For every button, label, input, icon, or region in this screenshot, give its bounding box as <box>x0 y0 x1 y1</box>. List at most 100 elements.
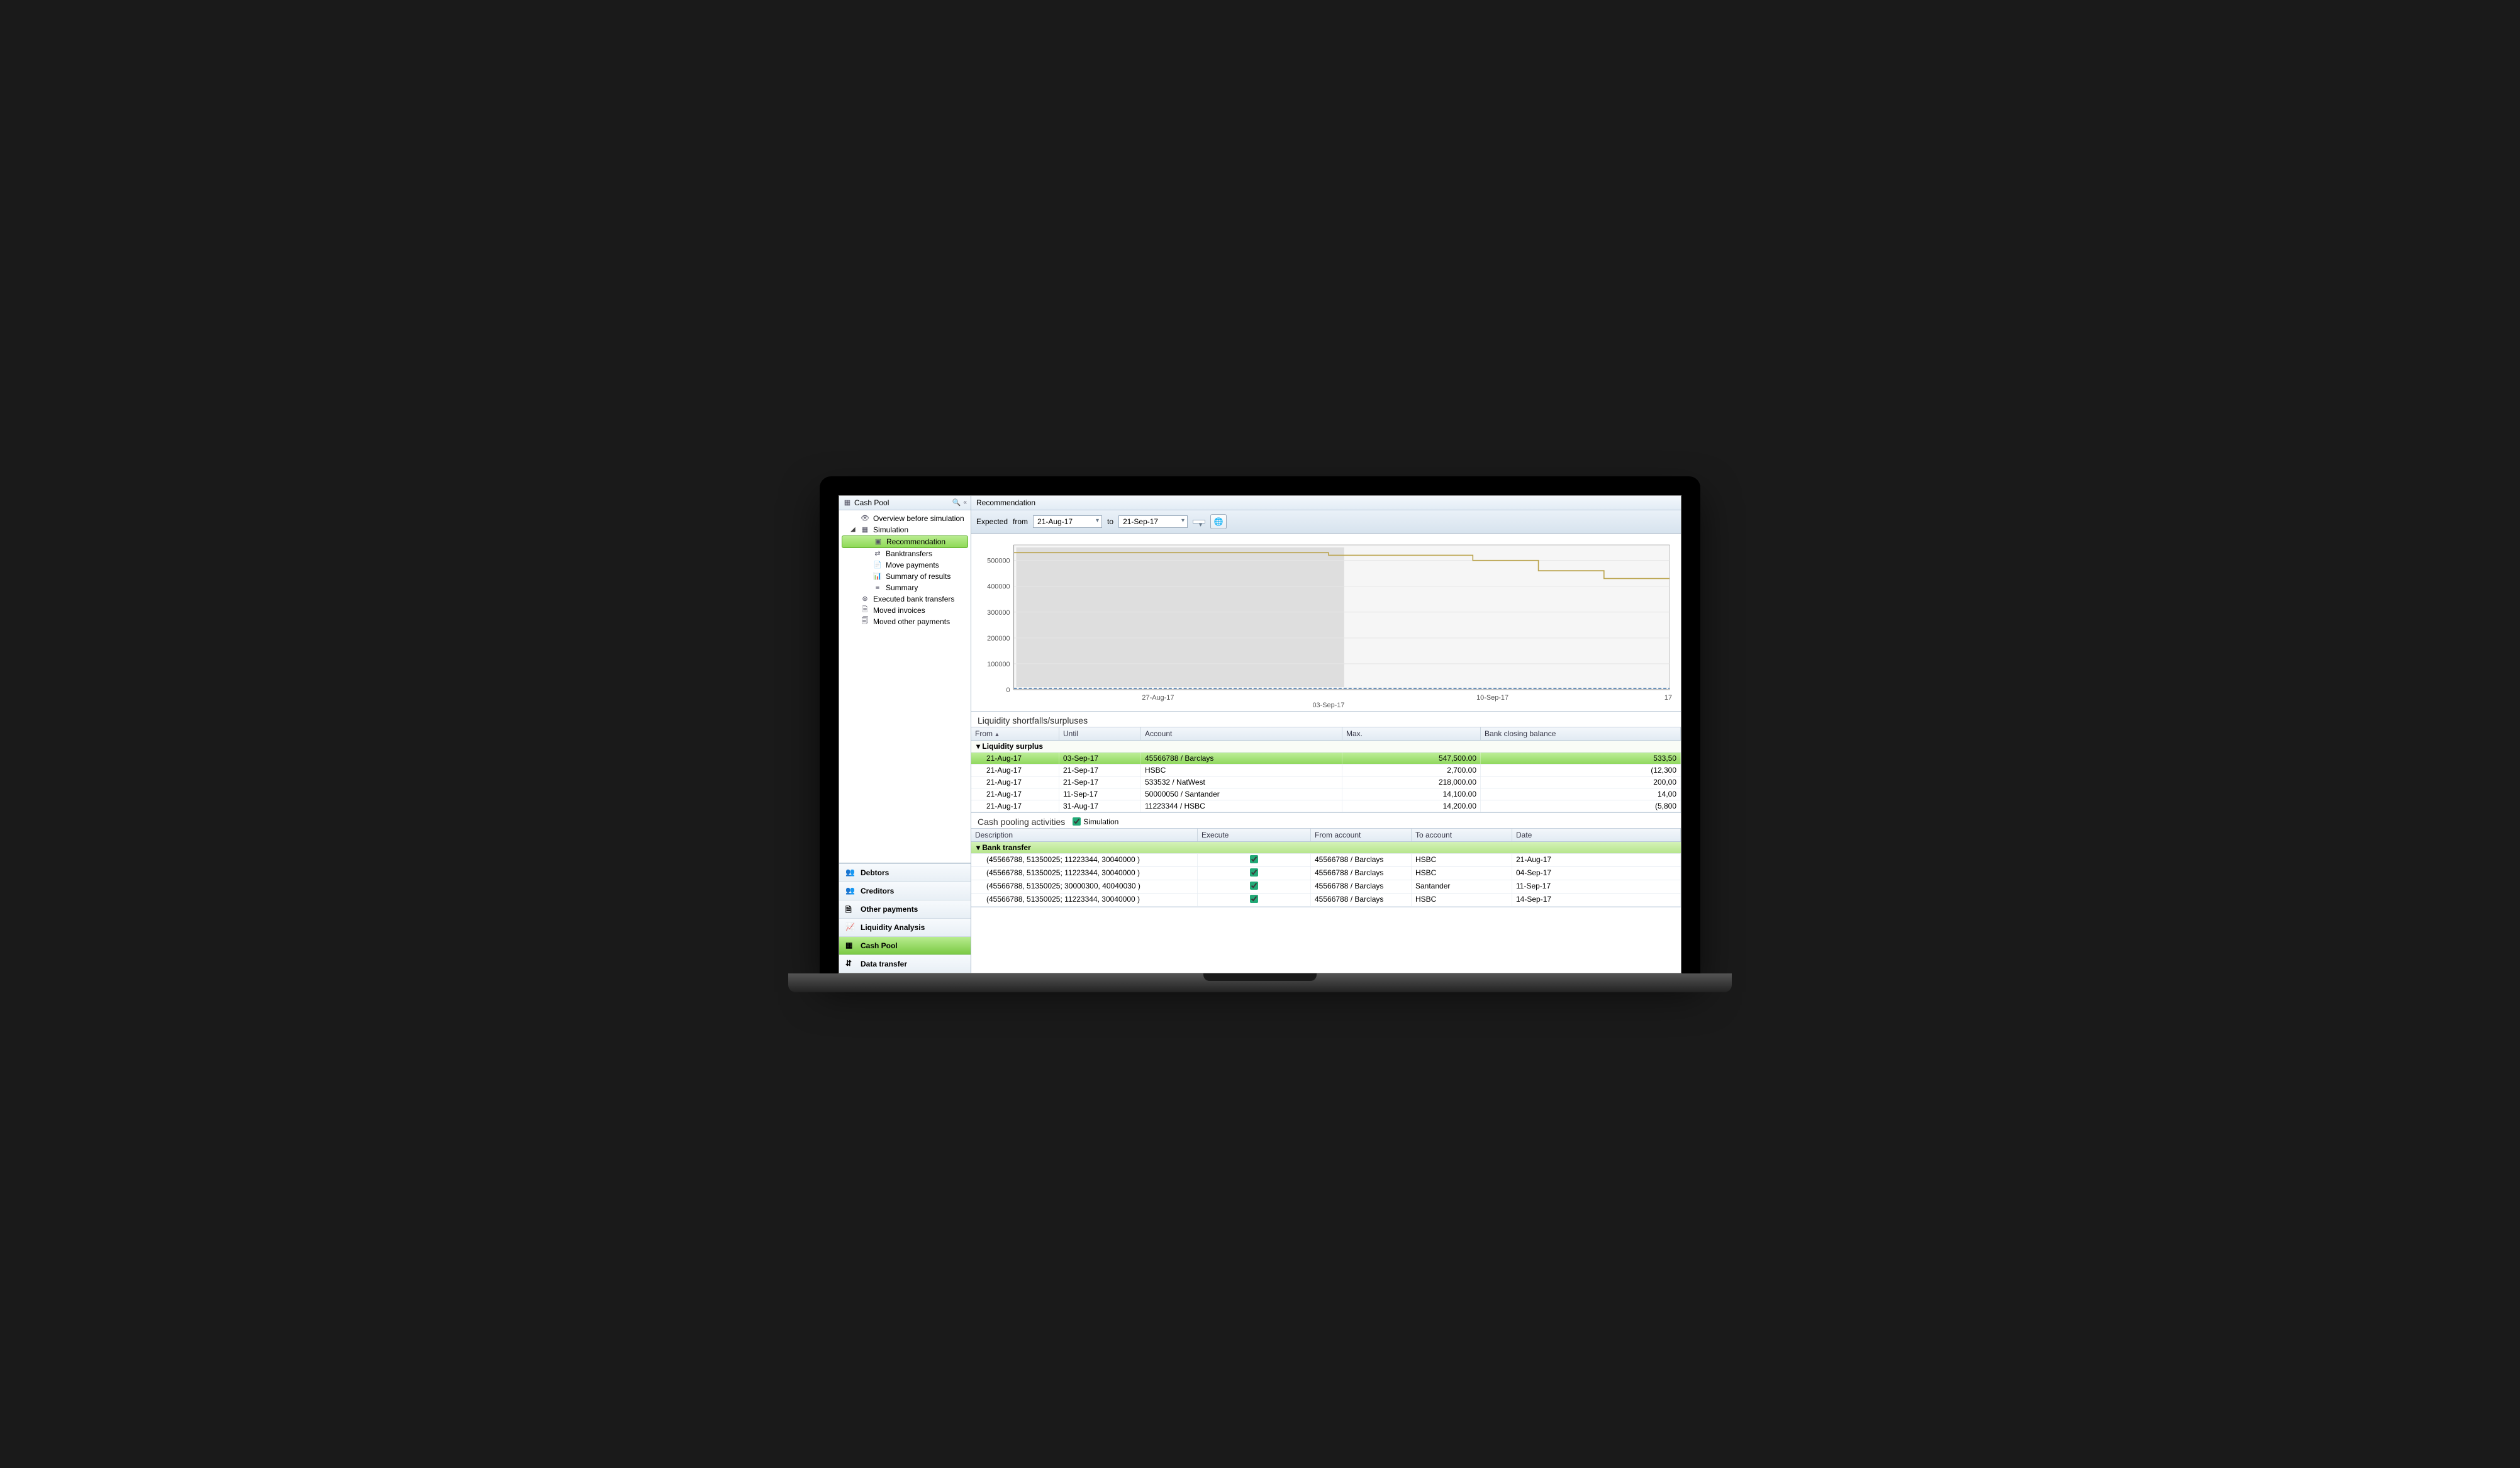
from-date-input[interactable]: 21-Aug-17 <box>1033 515 1102 528</box>
globe-refresh-button[interactable]: 🌐 <box>1210 514 1227 529</box>
cell-desc: (45566788, 51350025; 30000300, 40040030 … <box>971 880 1198 893</box>
tree-overview[interactable]: 👁 Overview before simulation <box>839 513 971 524</box>
col-facct[interactable]: From account <box>1311 829 1412 841</box>
to-date-input[interactable]: 21-Sep-17 <box>1118 515 1188 528</box>
cell-bcb: 200,00 <box>1481 776 1681 788</box>
tree-label: Move payments <box>886 561 939 569</box>
activity-row[interactable]: (45566788, 51350025; 30000300, 40040030 … <box>971 880 1681 894</box>
activity-row[interactable]: (45566788, 51350025; 11223344, 30040000 … <box>971 854 1681 867</box>
cell-exec[interactable] <box>1198 880 1311 893</box>
sidebar: ▦ Cash Pool 🔍 « 👁 Overview before simula… <box>839 496 971 973</box>
tree-label: Moved invoices <box>873 606 925 615</box>
liquidity-row[interactable]: 21-Aug-1703-Sep-1745566788 / Barclays547… <box>971 753 1681 765</box>
sim-icon: ▦ <box>861 525 869 534</box>
execute-checkbox[interactable] <box>1250 855 1258 863</box>
cell-exec[interactable] <box>1198 894 1311 906</box>
col-until[interactable]: Until <box>1059 727 1141 740</box>
liquidity-row[interactable]: 21-Aug-1731-Aug-1711223344 / HSBC14,200.… <box>971 800 1681 812</box>
cell-bcb: 14,00 <box>1481 788 1681 800</box>
nav-liquidity[interactable]: 📈 Liquidity Analysis <box>839 918 971 936</box>
tree-move-payments[interactable]: 📄 Move payments <box>839 559 971 571</box>
liquidity-row[interactable]: 21-Aug-1711-Sep-1750000050 / Santander14… <box>971 788 1681 800</box>
tree-summary[interactable]: ≡ Summary <box>839 582 971 593</box>
svg-text:0: 0 <box>1006 686 1010 693</box>
balance-chart: 010000020000030000040000050000027-Aug-17… <box>976 539 1676 709</box>
tree-label: Executed bank transfers <box>873 595 954 603</box>
svg-text:27-Aug-17: 27-Aug-17 <box>1142 693 1174 701</box>
simulation-toggle[interactable]: Simulation <box>1073 817 1118 826</box>
tree-label: Moved other payments <box>873 617 950 626</box>
col-desc[interactable]: Description <box>971 829 1198 841</box>
datatransfer-icon: ⇵ <box>845 959 856 969</box>
tree-banktransfers[interactable]: ⇄ Banktransfers <box>839 548 971 559</box>
liquidity-row[interactable]: 21-Aug-1721-Sep-17HSBC2,700.00(12,300 <box>971 765 1681 776</box>
cell-until: 21-Sep-17 <box>1059 765 1141 776</box>
tree-recommendation[interactable]: ▣ Recommendation <box>842 535 968 548</box>
activities-group-row[interactable]: ▾ Bank transfer <box>971 842 1681 854</box>
col-exec[interactable]: Execute <box>1198 829 1311 841</box>
simulation-checkbox[interactable] <box>1073 817 1081 826</box>
col-bcb[interactable]: Bank closing balance <box>1481 727 1681 740</box>
col-date[interactable]: Date <box>1512 829 1681 841</box>
collapse-icon[interactable]: « <box>963 499 967 506</box>
nav-debtors[interactable]: 👥Debtors <box>839 863 971 882</box>
chart-zone: 010000020000030000040000050000027-Aug-17… <box>971 534 1681 712</box>
tree-label: Banktransfers <box>886 549 932 558</box>
search-icon[interactable]: 🔍 <box>952 498 961 507</box>
cell-facct: 45566788 / Barclays <box>1311 867 1412 880</box>
tree-moved-invoices[interactable]: 🗎 Moved invoices <box>839 605 971 616</box>
eye-icon: 👁 <box>861 514 869 523</box>
nav-creditors[interactable]: 👥 Creditors <box>839 882 971 900</box>
col-from[interactable]: From <box>971 727 1059 740</box>
cell-desc: (45566788, 51350025; 11223344, 30040000 … <box>971 854 1198 866</box>
nav-datatransfer[interactable]: ⇵Data transfer <box>839 955 971 973</box>
tree-executed[interactable]: ⊛ Executed bank transfers <box>839 593 971 605</box>
svg-text:200000: 200000 <box>987 634 1010 642</box>
nav-cashpool[interactable]: ▦Cash Pool <box>839 936 971 955</box>
execute-checkbox[interactable] <box>1250 868 1258 877</box>
from-label: from <box>1013 517 1028 526</box>
col-tacct[interactable]: To account <box>1412 829 1512 841</box>
date-dropdown[interactable] <box>1193 520 1205 524</box>
liquidity-title: Liquidity shortfalls/surpluses <box>971 712 1681 727</box>
creditors-icon: 👥 <box>845 886 856 896</box>
cell-until: 03-Sep-17 <box>1059 753 1141 764</box>
simulation-label: Simulation <box>1083 817 1118 826</box>
execute-checkbox[interactable] <box>1250 895 1258 903</box>
tree-simulation[interactable]: ◢▦ Simulation <box>839 524 971 535</box>
execute-checkbox[interactable] <box>1250 882 1258 890</box>
cell-from: 21-Aug-17 <box>971 765 1059 776</box>
cell-exec[interactable] <box>1198 867 1311 880</box>
nav-other[interactable]: 🗎Other payments <box>839 900 971 918</box>
cell-max: 218,000.00 <box>1342 776 1481 788</box>
col-max[interactable]: Max. <box>1342 727 1481 740</box>
main-panel: Recommendation Expected from 21-Aug-17 t… <box>971 496 1681 973</box>
svg-text:100000: 100000 <box>987 660 1010 668</box>
liquidity-row[interactable]: 21-Aug-1721-Sep-17533532 / NatWest218,00… <box>971 776 1681 788</box>
activity-row[interactable]: (45566788, 51350025; 11223344, 30040000 … <box>971 894 1681 907</box>
activity-row[interactable]: (45566788, 51350025; 11223344, 30040000 … <box>971 867 1681 880</box>
cell-bcb: 533,50 <box>1481 753 1681 764</box>
tree-moved-other[interactable]: 🗐 Moved other payments <box>839 616 971 627</box>
nav-label: Liquidity Analysis <box>861 923 925 932</box>
col-account[interactable]: Account <box>1141 727 1342 740</box>
activities-grid: Description Execute From account To acco… <box>971 828 1681 907</box>
liquidity-group-row[interactable]: ▾ Liquidity surplus <box>971 741 1681 753</box>
cell-until: 11-Sep-17 <box>1059 788 1141 800</box>
cell-exec[interactable] <box>1198 854 1311 866</box>
nav-label: Other payments <box>861 905 918 914</box>
activities-grid-header: Description Execute From account To acco… <box>971 829 1681 842</box>
cell-desc: (45566788, 51350025; 11223344, 30040000 … <box>971 867 1198 880</box>
cell-max: 14,200.00 <box>1342 800 1481 812</box>
sum-icon: ≡ <box>873 583 882 592</box>
move-icon: 📄 <box>873 561 882 569</box>
filter-bar: Expected from 21-Aug-17 to 21-Sep-17 🌐 <box>971 510 1681 534</box>
cell-until: 21-Sep-17 <box>1059 776 1141 788</box>
cell-date: 04-Sep-17 <box>1512 867 1681 880</box>
tree-summary-results[interactable]: 📊 Summary of results <box>839 571 971 582</box>
cell-from: 21-Aug-17 <box>971 753 1059 764</box>
cell-account: HSBC <box>1141 765 1342 776</box>
nav-label: Creditors <box>861 887 894 895</box>
liquidity-grid: From Until Account Max. Bank closing bal… <box>971 727 1681 813</box>
liquidity-icon: 📈 <box>845 922 856 933</box>
